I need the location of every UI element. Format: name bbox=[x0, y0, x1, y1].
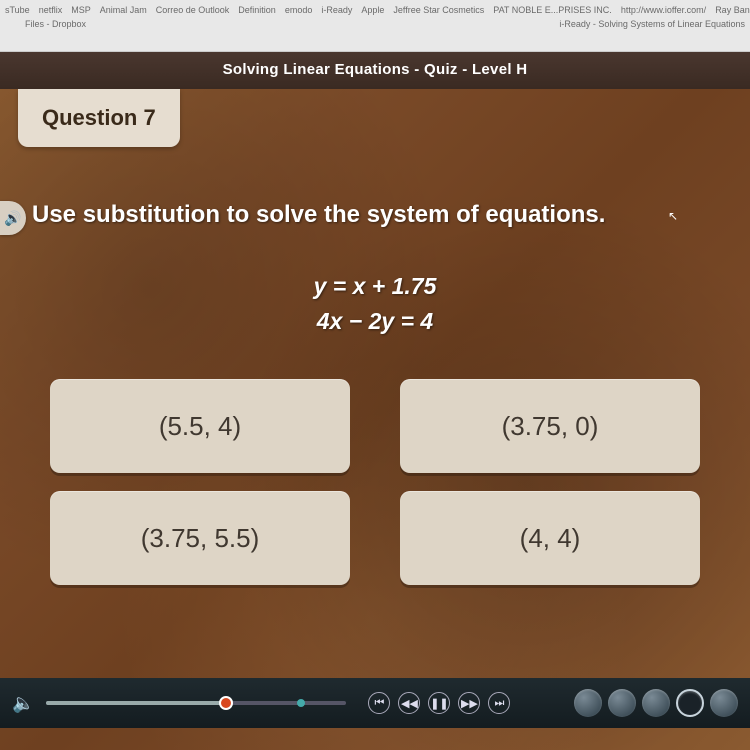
bookmarks-bar: sTube netflix MSP Animal Jam Correo de O… bbox=[0, 0, 750, 15]
quiz-content: Question 7 🔊 Use substitution to solve t… bbox=[0, 89, 750, 750]
target-icon[interactable] bbox=[676, 689, 704, 717]
lesson-header: Solving Linear Equations - Quiz - Level … bbox=[0, 52, 750, 89]
bookmark-item[interactable]: sTube bbox=[5, 5, 30, 15]
lesson-title: Solving Linear Equations - Quiz - Level … bbox=[223, 61, 528, 78]
transport-controls: ⏮ ◀◀ ❚❚ ▶▶ ⏭ bbox=[368, 692, 510, 714]
audio-button[interactable]: 🔊 bbox=[0, 201, 26, 235]
progress-marker bbox=[297, 699, 305, 707]
tool-icon[interactable] bbox=[608, 689, 636, 717]
question-number-tab: Question 7 bbox=[18, 89, 180, 147]
question-instruction: Use substitution to solve the system of … bbox=[32, 201, 730, 229]
tool-icon[interactable] bbox=[710, 689, 738, 717]
equation-line: 4x − 2y = 4 bbox=[0, 304, 750, 339]
forward-button[interactable]: ▶▶ bbox=[458, 692, 480, 714]
pause-button[interactable]: ❚❚ bbox=[428, 692, 450, 714]
equation-line: y = x + 1.75 bbox=[0, 269, 750, 304]
answer-option-c[interactable]: (3.75, 5.5) bbox=[50, 491, 350, 585]
bookmark-item[interactable]: Correo de Outlook bbox=[156, 5, 230, 15]
progress-track[interactable] bbox=[46, 701, 346, 705]
answer-option-d[interactable]: (4, 4) bbox=[400, 491, 700, 585]
bookmark-item[interactable]: Apple bbox=[361, 5, 384, 15]
browser-chrome: sTube netflix MSP Animal Jam Correo de O… bbox=[0, 0, 750, 52]
bookmark-item[interactable]: http://www.ioffer.com/ bbox=[621, 5, 706, 15]
bookmark-folder[interactable]: Files - Dropbox bbox=[25, 19, 86, 29]
bookmark-item[interactable]: Animal Jam bbox=[100, 5, 147, 15]
bookmark-item[interactable]: Ray Bans bbox=[715, 5, 750, 15]
bookmark-item[interactable]: MSP bbox=[71, 5, 91, 15]
speaker-icon: 🔊 bbox=[4, 210, 21, 227]
bookmark-item[interactable]: Definition bbox=[238, 5, 276, 15]
bookmark-item[interactable]: Jeffree Star Cosmetics bbox=[393, 5, 484, 15]
answer-option-b[interactable]: (3.75, 0) bbox=[400, 379, 700, 473]
player-bar: 🔈 ⏮ ◀◀ ❚❚ ▶▶ ⏭ bbox=[0, 678, 750, 728]
volume-icon[interactable]: 🔈 bbox=[12, 693, 34, 714]
rewind-button[interactable]: ◀◀ bbox=[398, 692, 420, 714]
bookmark-item[interactable]: i-Ready bbox=[321, 5, 352, 15]
answer-grid: (5.5, 4) (3.75, 0) (3.75, 5.5) (4, 4) bbox=[50, 379, 700, 585]
answer-option-a[interactable]: (5.5, 4) bbox=[50, 379, 350, 473]
tab-title: i-Ready - Solving Systems of Linear Equa… bbox=[559, 19, 745, 29]
bookmark-item[interactable]: emodo bbox=[285, 5, 313, 15]
progress-fill bbox=[46, 701, 226, 705]
skip-back-button[interactable]: ⏮ bbox=[368, 692, 390, 714]
question-number: Question 7 bbox=[42, 105, 156, 130]
bookmark-item[interactable]: PAT NOBLE E...PRISES INC. bbox=[493, 5, 612, 15]
cursor-icon: ↖ bbox=[668, 209, 678, 223]
tool-icon[interactable] bbox=[574, 689, 602, 717]
tool-icon[interactable] bbox=[642, 689, 670, 717]
progress-thumb[interactable] bbox=[219, 696, 233, 710]
toolbar-icons bbox=[574, 689, 738, 717]
bookmark-item[interactable]: netflix bbox=[39, 5, 63, 15]
equation-system: y = x + 1.75 4x − 2y = 4 bbox=[0, 269, 750, 338]
skip-forward-button[interactable]: ⏭ bbox=[488, 692, 510, 714]
